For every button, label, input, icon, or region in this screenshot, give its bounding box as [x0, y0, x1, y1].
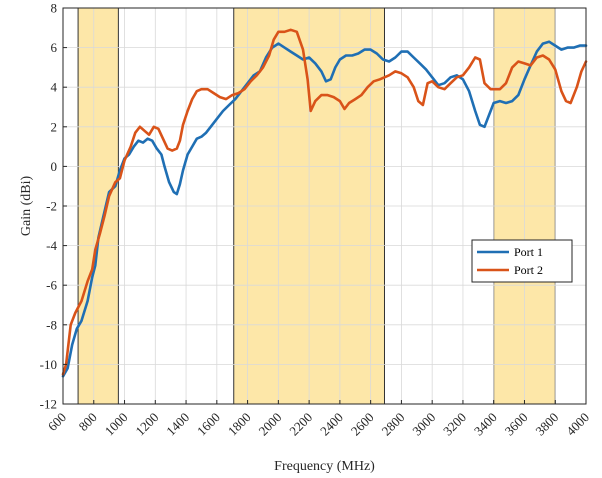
y-tick-label: 8: [51, 1, 58, 16]
y-tick-label: 0: [51, 159, 58, 174]
y-tick-label: -10: [40, 357, 57, 372]
grid-lines: [63, 8, 586, 404]
series-layer: [61, 28, 588, 378]
y-axis-ticks: -12 -10 -8 -6 -4 -2 0 2 4 6 8: [40, 1, 67, 412]
y-tick-label: 4: [51, 80, 58, 95]
x-axis-title: Frequency (MHz): [274, 459, 375, 474]
y-axis-title: Gain (dBi): [19, 176, 34, 237]
y-tick-label: -2: [46, 199, 57, 214]
series-line-port-2: [61, 28, 588, 376]
legend-label-port-1: Port 1: [514, 245, 543, 259]
legend-label-port-2: Port 2: [514, 263, 543, 277]
series-line-port-1: [61, 40, 588, 378]
legend-box: [471, 239, 573, 283]
y-tick-label: -6: [46, 278, 57, 293]
y-tick-label: -12: [40, 397, 57, 412]
y-tick-label: 6: [51, 40, 58, 55]
legend: Port 1 Port 2: [471, 239, 573, 283]
y-tick-label: 2: [51, 119, 58, 134]
y-tick-label: -8: [46, 317, 57, 332]
y-tick-label: -4: [46, 238, 57, 253]
